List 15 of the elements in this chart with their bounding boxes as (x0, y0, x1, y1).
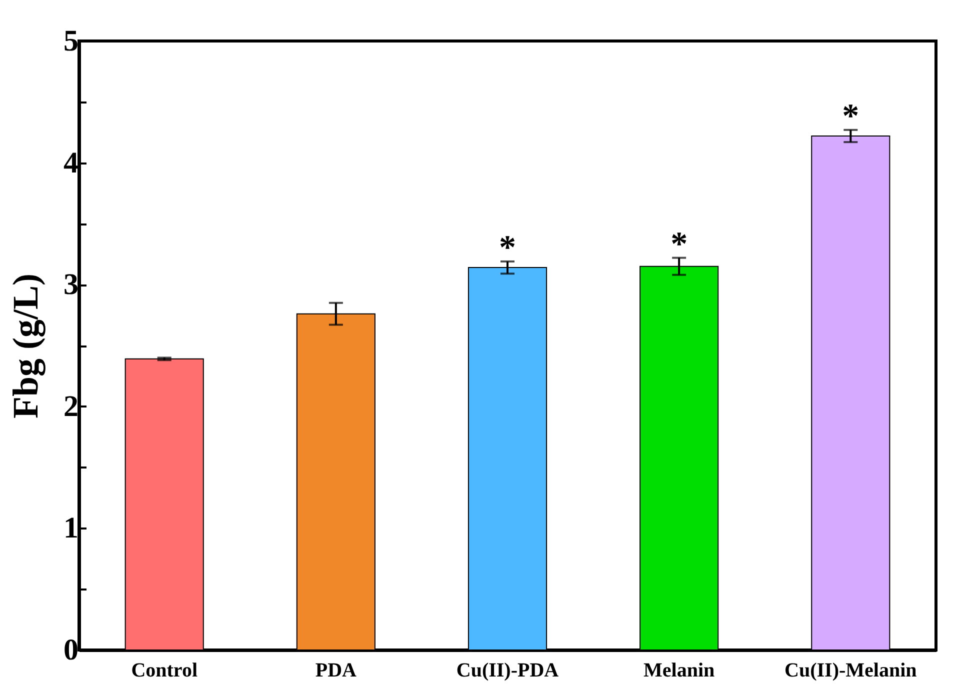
y-tick-label: 3 (64, 268, 78, 302)
annotation: * (842, 98, 860, 135)
x-tick-label: Cu(II)-Melanin (784, 660, 917, 682)
annotation: * (670, 226, 688, 263)
y-axis-title: Fbg (g/L) (6, 273, 46, 419)
annotation: * (499, 229, 516, 266)
x-tick-label: PDA (315, 660, 358, 682)
y-tick-label: 5 (64, 24, 78, 58)
x-tick-label: Control (131, 660, 198, 682)
x-tick-label: Melanin (644, 660, 715, 682)
y-tick-label: 0 (64, 634, 78, 666)
y-tick-label: 2 (64, 390, 78, 423)
y-tick-label: 4 (64, 146, 78, 180)
x-tick-label: Cu(II)-PDA (456, 660, 560, 682)
y-tick-label: 1 (64, 512, 78, 545)
